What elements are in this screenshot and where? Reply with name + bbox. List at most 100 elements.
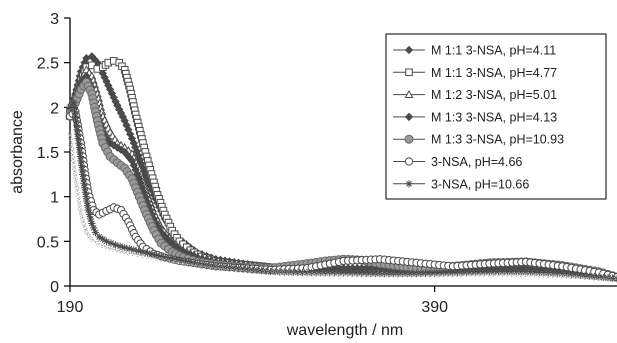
data-point	[289, 268, 297, 276]
data-point	[213, 265, 218, 271]
data-point	[282, 271, 287, 276]
data-point	[377, 273, 383, 278]
data-point	[432, 273, 437, 278]
data-point	[77, 157, 85, 165]
data-point	[405, 180, 413, 188]
data-point	[90, 224, 98, 232]
y-tick-label: 0	[50, 279, 59, 296]
data-point	[221, 263, 229, 271]
data-point	[339, 269, 348, 277]
legend-item: 3-NSA, pH=10.66	[393, 177, 529, 191]
data-point	[450, 272, 456, 278]
data-point	[563, 270, 571, 278]
data-point	[426, 269, 434, 277]
data-point	[546, 273, 551, 278]
data-point	[409, 273, 415, 278]
data-point	[70, 99, 78, 107]
data-point	[321, 269, 329, 277]
data-point	[134, 247, 142, 255]
data-point	[148, 250, 156, 258]
data-point	[599, 273, 607, 282]
data-point	[586, 272, 594, 280]
data-point	[517, 268, 525, 276]
data-point	[185, 262, 191, 267]
data-point	[295, 271, 301, 276]
data-point	[83, 202, 92, 210]
data-point	[531, 268, 539, 276]
data-point	[332, 272, 337, 277]
data-point	[244, 265, 252, 274]
y-axis-ticks: 0 0.5 1 1.5 2 2.5 3	[37, 11, 70, 296]
data-point	[610, 277, 615, 282]
data-point	[567, 270, 576, 278]
y-tick-label: 1	[50, 190, 59, 207]
data-point	[405, 273, 410, 278]
data-point	[382, 273, 387, 278]
data-point	[81, 221, 86, 226]
data-point	[399, 269, 407, 278]
legend-item: M 1:2 3-NSA, pH=5.01	[393, 88, 557, 102]
data-point	[344, 269, 352, 277]
data-point	[72, 167, 77, 173]
legend-item: M 1:3 3-NSA, pH=10.93	[393, 133, 564, 147]
data-point	[359, 273, 364, 278]
data-point	[171, 255, 179, 263]
series-7	[67, 131, 617, 282]
data-point	[313, 271, 319, 277]
data-point	[236, 268, 241, 273]
series-line	[69, 134, 617, 281]
data-point	[576, 271, 585, 279]
data-point	[435, 269, 443, 277]
data-point	[373, 273, 378, 278]
data-point	[166, 254, 174, 262]
data-point	[404, 134, 414, 144]
data-point	[80, 179, 88, 187]
data-point	[76, 152, 85, 161]
data-point	[280, 268, 288, 276]
data-point	[582, 275, 588, 280]
data-point	[323, 272, 328, 277]
data-point	[198, 260, 206, 268]
data-point	[130, 246, 138, 254]
data-point	[116, 242, 124, 250]
data-point	[212, 262, 220, 270]
data-point	[508, 268, 516, 276]
data-point	[519, 272, 524, 277]
data-point	[285, 268, 293, 276]
data-point	[230, 264, 238, 272]
data-point	[266, 268, 275, 276]
data-point	[596, 276, 601, 281]
data-point	[235, 264, 243, 273]
data-point	[540, 269, 548, 277]
data-point	[84, 206, 92, 214]
data-point	[592, 275, 597, 281]
data-point	[400, 273, 405, 278]
data-point	[89, 237, 95, 242]
data-point	[481, 268, 489, 276]
data-point	[472, 268, 480, 276]
data-point	[104, 244, 109, 250]
data-point	[77, 161, 86, 169]
legend-item: 3-NSA, pH=4.66	[393, 155, 522, 169]
data-point	[590, 273, 598, 281]
data-point	[79, 175, 87, 183]
data-point	[111, 241, 120, 249]
data-point	[69, 145, 74, 150]
data-point	[423, 273, 428, 278]
y-tick-label: 2	[50, 100, 59, 117]
data-point	[496, 272, 501, 277]
data-point	[364, 273, 369, 278]
data-point	[162, 253, 170, 262]
data-point	[500, 272, 506, 277]
data-point	[569, 274, 574, 279]
data-point	[537, 272, 542, 278]
data-point	[601, 276, 606, 281]
data-point	[71, 163, 77, 168]
data-point	[68, 140, 74, 146]
data-point	[545, 269, 553, 277]
data-point	[441, 272, 446, 278]
data-point	[253, 266, 261, 274]
data-point	[385, 269, 393, 278]
data-point	[578, 274, 583, 280]
data-point	[462, 268, 471, 276]
